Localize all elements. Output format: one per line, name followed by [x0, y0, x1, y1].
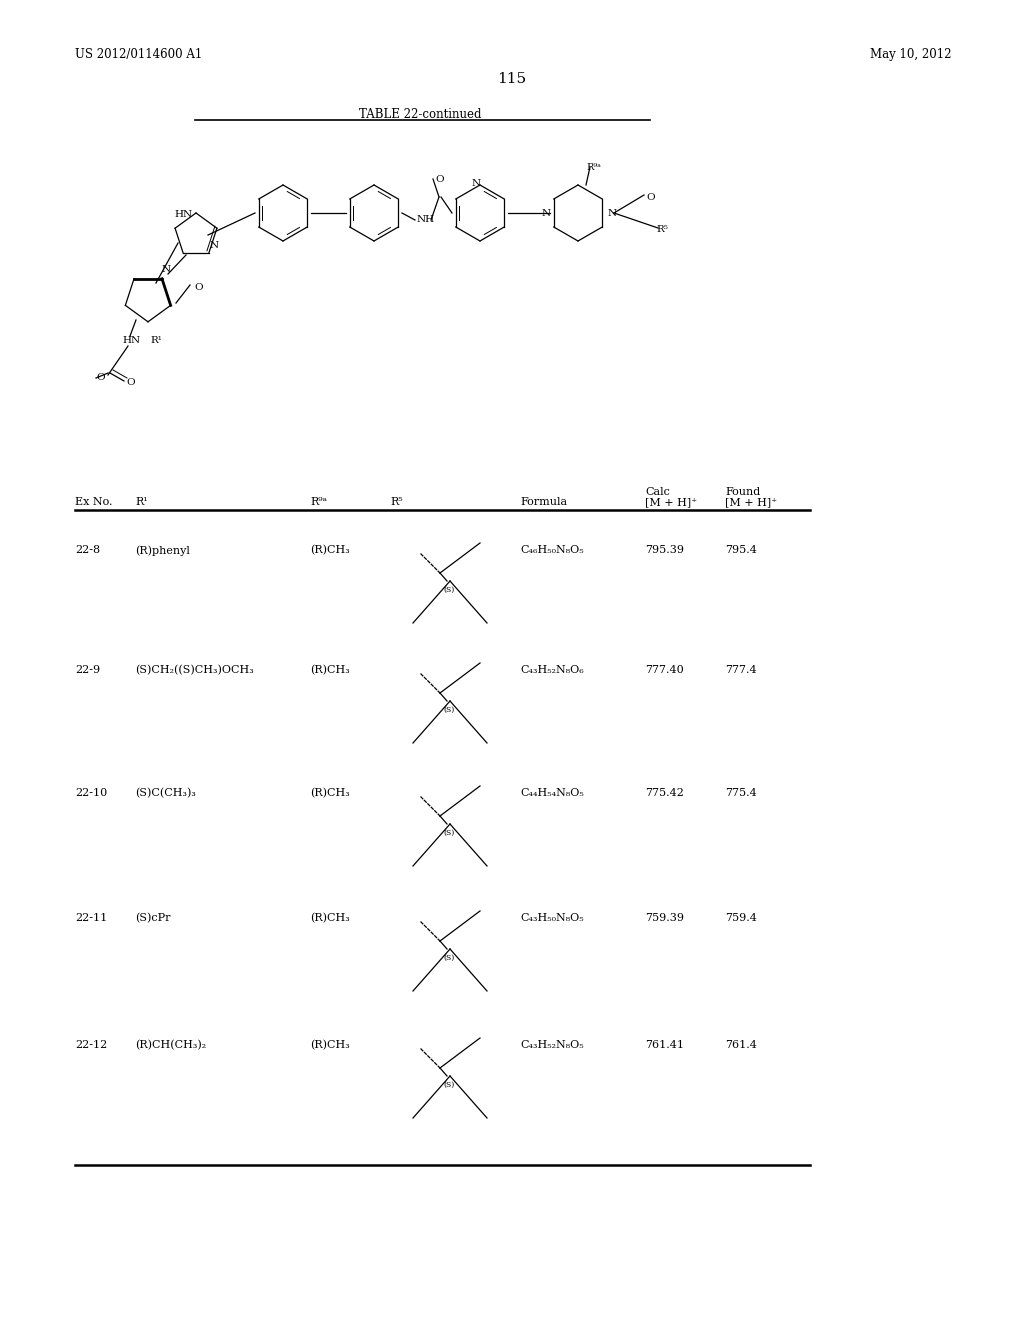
Text: [M + H]⁺: [M + H]⁺ [645, 498, 697, 507]
Text: 759.4: 759.4 [725, 913, 757, 923]
Text: Calc: Calc [645, 487, 670, 498]
Text: O: O [194, 282, 203, 292]
Text: (R)CH₃: (R)CH₃ [310, 665, 350, 676]
Text: [M + H]⁺: [M + H]⁺ [725, 498, 777, 507]
Text: (S)C(CH₃)₃: (S)C(CH₃)₃ [135, 788, 196, 799]
Text: (S)cPr: (S)cPr [135, 913, 171, 923]
Text: R⁵: R⁵ [390, 498, 402, 507]
Text: N: N [608, 209, 617, 218]
Text: N: N [162, 265, 171, 275]
Text: Found: Found [725, 487, 760, 498]
Text: HN: HN [174, 210, 193, 219]
Text: (R)CH₃: (R)CH₃ [310, 1040, 350, 1051]
Text: N: N [210, 242, 219, 249]
Text: (R)CH₃: (R)CH₃ [310, 788, 350, 799]
Text: 777.4: 777.4 [725, 665, 757, 675]
Text: (R)CH₃: (R)CH₃ [310, 913, 350, 923]
Text: O: O [435, 176, 443, 183]
Text: O: O [126, 378, 134, 387]
Text: 759.39: 759.39 [645, 913, 684, 923]
Text: R⁹ᵃ: R⁹ᵃ [310, 498, 327, 507]
Text: May 10, 2012: May 10, 2012 [870, 48, 951, 61]
Text: R⁹ᵃ: R⁹ᵃ [586, 162, 601, 172]
Text: (S): (S) [443, 954, 455, 962]
Text: 777.40: 777.40 [645, 665, 684, 675]
Text: (S): (S) [443, 706, 455, 714]
Text: O: O [96, 374, 104, 381]
Text: C₄₃H₅₂N₈O₅: C₄₃H₅₂N₈O₅ [520, 1040, 584, 1049]
Text: 795.4: 795.4 [725, 545, 757, 554]
Text: (S): (S) [443, 829, 455, 837]
Text: 775.4: 775.4 [725, 788, 757, 799]
Text: US 2012/0114600 A1: US 2012/0114600 A1 [75, 48, 203, 61]
Text: C₄₃H₅₂N₈O₆: C₄₃H₅₂N₈O₆ [520, 665, 584, 675]
Text: 775.42: 775.42 [645, 788, 684, 799]
Text: 761.4: 761.4 [725, 1040, 757, 1049]
Text: C₄₆H₅₀N₈O₅: C₄₆H₅₀N₈O₅ [520, 545, 584, 554]
Text: (S)CH₂((S)CH₃)OCH₃: (S)CH₂((S)CH₃)OCH₃ [135, 665, 254, 676]
Text: N: N [542, 209, 551, 218]
Text: N: N [471, 180, 480, 187]
Text: (R)phenyl: (R)phenyl [135, 545, 189, 556]
Text: (R)CH₃: (R)CH₃ [310, 545, 350, 556]
Text: TABLE 22-continued: TABLE 22-continued [358, 108, 481, 121]
Text: C₄₄H₅₄N₈O₅: C₄₄H₅₄N₈O₅ [520, 788, 584, 799]
Text: 22-9: 22-9 [75, 665, 100, 675]
Text: R¹: R¹ [135, 498, 147, 507]
Text: 761.41: 761.41 [645, 1040, 684, 1049]
Text: C₄₃H₅₀N₈O₅: C₄₃H₅₀N₈O₅ [520, 913, 584, 923]
Text: 22-8: 22-8 [75, 545, 100, 554]
Text: (R)CH(CH₃)₂: (R)CH(CH₃)₂ [135, 1040, 206, 1051]
Text: (S): (S) [443, 586, 455, 594]
Text: 115: 115 [498, 73, 526, 86]
Text: Ex No.: Ex No. [75, 498, 113, 507]
Text: 795.39: 795.39 [645, 545, 684, 554]
Text: 22-11: 22-11 [75, 913, 108, 923]
Text: R¹: R¹ [150, 337, 162, 345]
Text: R⁵: R⁵ [656, 224, 668, 234]
Text: 22-12: 22-12 [75, 1040, 108, 1049]
Text: HN: HN [122, 337, 140, 345]
Text: Formula: Formula [520, 498, 567, 507]
Text: (S): (S) [443, 1081, 455, 1089]
Text: O: O [646, 193, 654, 202]
Text: NH: NH [417, 215, 435, 224]
Text: 22-10: 22-10 [75, 788, 108, 799]
